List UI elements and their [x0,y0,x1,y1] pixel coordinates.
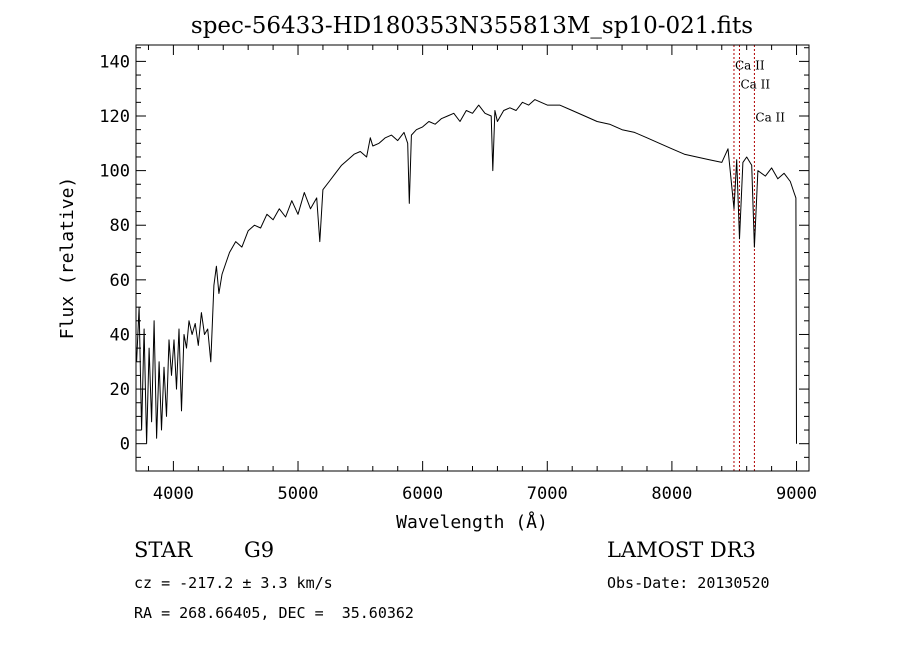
spectral-line-label: Ca II [755,110,785,124]
y-tick-label: 0 [120,435,130,455]
spectrum-series [136,99,797,445]
y-tick-label: 100 [99,162,130,182]
spectrum-trace [136,99,797,445]
y-tick-label: 20 [110,380,130,400]
y-tick-label: 60 [110,271,130,291]
y-tick-label: 140 [99,52,130,72]
plot-frame [135,44,810,472]
x-tick-label: 6000 [402,484,443,504]
y-axis: 0 20 40 60 80 100 120 140 [99,47,809,472]
x-tick-label: 4000 [153,484,194,504]
coordinates: RA = 268.66405, DEC = 35.60362 [134,604,414,622]
y-tick-label: 120 [99,107,130,127]
x-tick-label: 9000 [776,484,817,504]
spectral-line-label: Ca II [735,59,765,73]
y-tick-label: 80 [110,216,130,236]
spectral-line-labels: Ca II Ca II Ca II [735,59,785,125]
object-type: STAR [134,538,193,562]
chart-title: spec-56433-HD180353N355813M_sp10-021.fit… [191,13,753,39]
redshift-velocity: cz = -217.2 ± 3.3 km/s [134,574,333,592]
spectral-line-markers [733,45,755,471]
x-tick-label: 7000 [527,484,568,504]
x-axis: 4000 5000 6000 7000 8000 9000 [147,45,817,504]
spectral-line-label: Ca II [740,78,770,92]
observation-date: Obs-Date: 20130520 [607,574,770,592]
x-tick-label: 8000 [651,484,692,504]
data-release: LAMOST DR3 [607,538,756,562]
x-tick-label: 5000 [278,484,319,504]
y-axis-label: Flux (relative) [57,177,78,340]
object-subclass: G9 [244,538,275,562]
y-tick-label: 40 [110,325,130,345]
x-axis-label: Wavelength (Å) [396,511,548,533]
